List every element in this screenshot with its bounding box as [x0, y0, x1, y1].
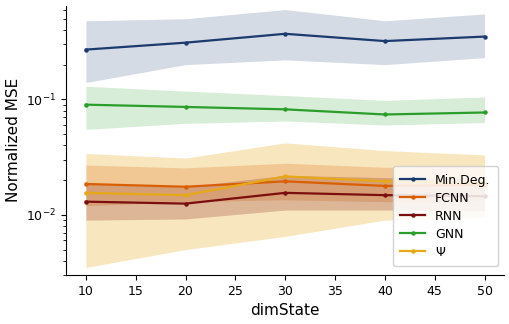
Y-axis label: Normalized MSE: Normalized MSE: [6, 78, 20, 202]
X-axis label: dimState: dimState: [250, 304, 319, 318]
Legend: Min.Deg., FCNN, RNN, GNN, Ψ: Min.Deg., FCNN, RNN, GNN, Ψ: [392, 166, 497, 266]
